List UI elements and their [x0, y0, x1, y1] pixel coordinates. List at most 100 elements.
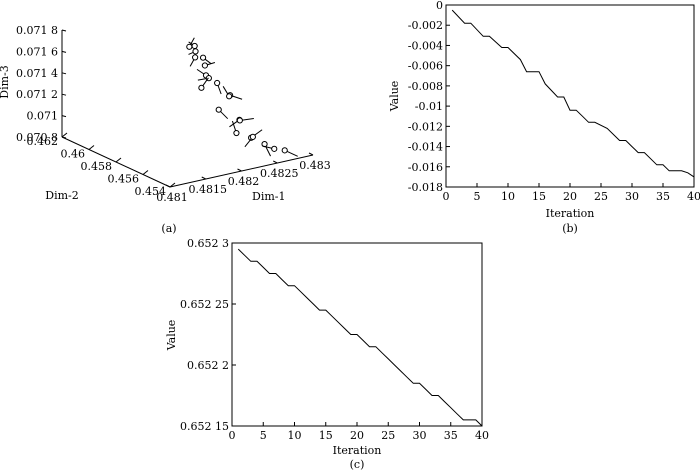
panel-b-ytick-label: -0.01	[415, 100, 443, 113]
panel-c-ylabel: Value	[165, 320, 178, 352]
panel-a-dim1-tick-label: 0.481	[156, 191, 188, 204]
panel-a-dim3-tick-mark	[61, 115, 67, 118]
panel-a-dim3-tick-label: 0.071	[27, 110, 59, 123]
panel-a-zlabel: Dim-3	[0, 65, 11, 98]
panel-b-xtick-label: 5	[474, 190, 481, 203]
panel-b-ytick-label: -0.014	[408, 141, 443, 154]
panel-b-caption: (b)	[562, 222, 578, 235]
panel-a-dim3-tick-mark	[61, 29, 67, 32]
panel-c-ytick-label: 0.652 15	[180, 420, 229, 433]
panel-a-point	[281, 147, 288, 154]
panel-b-ytick-label: -0.008	[408, 80, 443, 93]
panel-c-ytick-label: 0.652 3	[187, 237, 229, 250]
panel-a-dim3-tick-label: 0.071 6	[16, 45, 58, 58]
panel-a-dim1-tick-mark	[273, 160, 278, 164]
panel-a-dim1-tick-label: 0.482	[228, 175, 260, 188]
panel-a-dim2-tick-mark	[88, 145, 95, 150]
panel-b-series-line	[451, 9, 695, 178]
panel-b-xtick-label: 30	[625, 190, 639, 203]
panel-a-point	[199, 54, 207, 61]
panel-b-ytick-label: -0.016	[408, 161, 443, 174]
panel-b-xtick-label: 0	[443, 190, 450, 203]
panel-a-3d-scatter: 0.4810.48150.4820.48250.4830.4540.4560.4…	[0, 24, 331, 235]
panel-c-xtick-label: 15	[319, 429, 333, 442]
panel-b-ytick-label: -0.004	[408, 39, 443, 52]
panel-c-xtick-label: 20	[350, 429, 364, 442]
panel-a-dim3-tick-mark	[61, 93, 67, 96]
panel-a-dim1-tick-mark	[237, 168, 242, 172]
panel-b-ylabel: Value	[388, 81, 401, 113]
panel-a-dim3-tick-label: 0.071 2	[16, 88, 58, 101]
panel-c-xtick-label: 30	[413, 429, 427, 442]
panel-a-caption: (a)	[161, 222, 176, 235]
panel-b-xtick-label: 35	[656, 190, 670, 203]
panel-c-series-line	[237, 248, 483, 427]
panel-a-point	[233, 129, 240, 137]
panel-b-xtick-label: 25	[594, 190, 608, 203]
panel-a-dim3-tick-mark	[61, 136, 67, 139]
panel-a-dim1-tick-label: 0.483	[299, 159, 331, 172]
panel-b-ytick-label: -0.012	[408, 120, 443, 133]
panel-a-point	[249, 133, 256, 140]
panel-a-point	[201, 62, 208, 69]
panel-b-ytick-label: -0.006	[408, 60, 443, 73]
panel-a-dim3-tick-mark	[61, 72, 67, 75]
panel-c-line-chart: 0 5 10 15 20 25 30 35 40 0.652 15 0.652 2 0.652 25 0…	[165, 237, 489, 471]
panel-c-xtick-label: 5	[260, 429, 267, 442]
panel-a-point	[226, 93, 233, 100]
panel-c-ytick-label: 0.652 25	[180, 298, 229, 311]
panel-a-dim1-tick-mark	[308, 152, 314, 156]
panel-a-dim3-tick-label: 0.071 8	[16, 24, 58, 37]
panel-a-dim2-tick-label: 0.454	[135, 185, 167, 198]
panel-b-ytick-label: 0	[436, 0, 443, 12]
panel-b-xtick-label: 10	[501, 190, 515, 203]
panel-a-dim2-tick-mark	[61, 132, 68, 138]
panel-c-ticks: 0 5 10 15 20 25 30 35 40 0.652 15 0.652 2 0.652 25 0…	[180, 237, 489, 442]
panel-b-xtick-label: 40	[687, 190, 700, 203]
panel-b-ytick-label: -0.018	[408, 181, 443, 194]
panel-a-dim1-tick-label: 0.4815	[189, 183, 228, 196]
panel-c-xtick-label: 40	[475, 429, 489, 442]
panel-a-dim1-tick-label: 0.4825	[260, 167, 299, 180]
panel-a-point	[214, 79, 221, 87]
panel-a-point	[186, 43, 193, 50]
panel-a-point	[236, 117, 243, 124]
panel-a-point	[198, 84, 205, 91]
panel-a-dim3-tick-mark	[61, 50, 67, 53]
panel-b-line-chart: 0 5 10 15 20 25 30 35 40 -0.018 -0.016 -0.014 -0.012…	[388, 0, 700, 235]
panel-c-xlabel: Iteration	[333, 444, 382, 457]
panel-a-point	[191, 42, 198, 50]
panel-a-dim2-tick-label: 0.456	[108, 173, 140, 186]
panel-a-ticks: 0.4810.48150.4820.48250.4830.4540.4560.4…	[16, 24, 331, 204]
panel-c-ytick-label: 0.652 2	[187, 359, 229, 372]
panel-a-ylabel: Dim-2	[45, 189, 78, 202]
panel-a-point	[215, 106, 222, 113]
panel-c-xtick-label: 25	[381, 429, 395, 442]
panel-a-xlabel: Dim-1	[252, 190, 285, 203]
panel-a-points	[186, 37, 298, 157]
panel-c-caption: (c)	[350, 458, 365, 471]
panel-b-xtick-label: 20	[563, 190, 577, 203]
panel-a-dim3-tick-label: 0.070 8	[16, 131, 58, 144]
panel-a-dim3-tick-label: 0.071 4	[16, 67, 58, 80]
panel-a-point	[271, 145, 278, 152]
panel-a-dim2-tick-label: 0.46	[61, 148, 86, 161]
panel-a-dim2-tick-mark	[169, 182, 176, 188]
panel-c-xtick-label: 35	[444, 429, 458, 442]
panel-a-point	[192, 54, 199, 61]
panel-a-dim1-tick-mark	[165, 184, 171, 188]
panel-a-dim2-tick-mark	[115, 157, 122, 163]
panel-a-dim2-tick-mark	[142, 170, 149, 175]
panel-a-dim2-tick-label: 0.458	[81, 160, 113, 173]
panel-b-ytick-label: -0.002	[408, 19, 443, 32]
panel-a-point	[192, 48, 199, 55]
panel-b-plot-frame	[445, 4, 695, 188]
panel-b-ticks: 0 5 10 15 20 25 30 35 40 -0.018 -0.016 -0.014 -0.012…	[408, 0, 700, 203]
panel-c-xtick-label: 10	[288, 429, 302, 442]
panel-b-xtick-label: 15	[532, 190, 546, 203]
panel-a-dim2-tick-label: 0.462	[27, 135, 59, 148]
panel-c-xtick-label: 0	[229, 429, 236, 442]
panel-a-dim1-tick-mark	[201, 176, 206, 180]
panel-b-xlabel: Iteration	[546, 207, 595, 220]
